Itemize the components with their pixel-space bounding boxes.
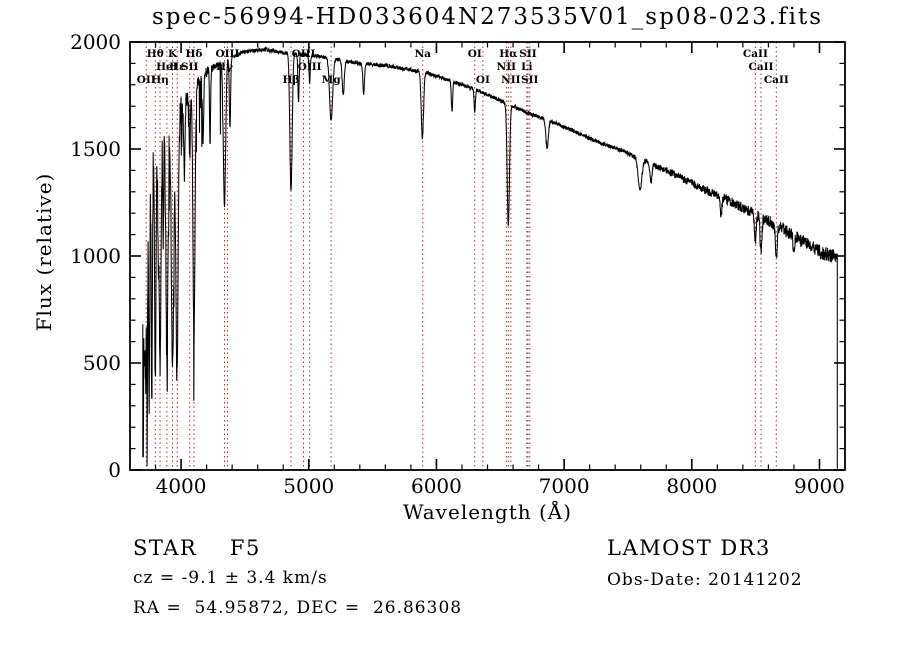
y-tick-label: 2000	[70, 30, 121, 54]
spectral-line-label: Hε	[169, 61, 185, 73]
y-tick-label: 0	[108, 458, 121, 482]
spectral-line-label: OII	[137, 74, 156, 86]
spectral-line-label: Hβ	[283, 74, 300, 86]
spectral-line-label: Li	[521, 61, 532, 73]
spectral-line-label: SII	[519, 48, 536, 60]
spectral-line-label: OIII	[298, 61, 322, 73]
spectral-line-label: CaII	[764, 74, 789, 86]
spectral-line-label: K	[168, 48, 178, 60]
ra-dec-label: RA = 54.95872, DEC = 26.86308	[133, 598, 463, 618]
spectral-line-label: OI	[476, 74, 490, 86]
spectral-line-label: Hη	[151, 74, 169, 86]
x-tick-label: 8000	[666, 474, 717, 498]
plot-title: spec-56994-HD033604N273535V01_sp08-023.f…	[151, 4, 824, 30]
spectral-line-label: Hα	[499, 48, 517, 60]
spectral-line-label: Na	[415, 48, 432, 60]
spectral-line-label: OIII	[215, 48, 239, 60]
plot-frame	[129, 41, 846, 471]
y-tick-label: 1500	[70, 137, 121, 161]
spectral-line-label: OI	[468, 48, 482, 60]
spectral-line-label: Mg	[322, 74, 342, 86]
y-axis-label: Flux (relative)	[32, 172, 56, 332]
x-tick-label: 5000	[283, 474, 334, 498]
spectral-line-label: NII	[501, 74, 521, 86]
spectral-line-label: CaII	[748, 61, 773, 73]
spectral-line-label: Hδ	[185, 48, 202, 60]
survey-label: LAMOST DR3	[607, 536, 771, 560]
obs-date-label: Obs-Date: 20141202	[607, 570, 803, 590]
x-axis-label: Wavelength (Å)	[402, 500, 573, 524]
x-tick-label: 9000	[794, 474, 845, 498]
spectrum-trace	[142, 46, 838, 469]
radial-velocity-label: cz = -9.1 ± 3.4 km/s	[133, 568, 328, 588]
y-tick-label: 1000	[70, 244, 121, 268]
spectral-line-label: NII	[497, 61, 517, 73]
spectral-line-label: SII	[181, 61, 198, 73]
x-tick-label: 6000	[411, 474, 462, 498]
spectral-line-label: HeI	[156, 61, 178, 73]
x-tick-label: 7000	[539, 474, 590, 498]
spectral-line-label: Hθ	[147, 48, 164, 60]
object-class-label: STAR F5	[133, 536, 261, 560]
y-tick-label: 500	[83, 351, 121, 375]
spectral-line-label: SII	[521, 74, 538, 86]
x-tick-label: 4000	[156, 474, 207, 498]
spectral-line-label: CaII	[743, 48, 768, 60]
